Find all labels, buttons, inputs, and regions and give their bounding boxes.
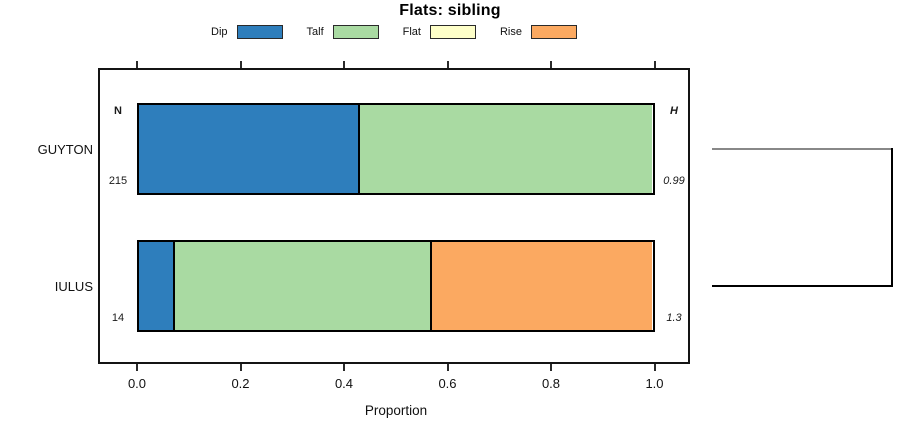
legend-label: Dip — [211, 26, 228, 38]
h-value-iulus: 1.3 — [666, 312, 682, 324]
axis-tick-bottom — [239, 364, 242, 371]
axis-tick-label: 1.0 — [645, 376, 664, 391]
axis-tick-bottom — [653, 364, 656, 371]
bar-guyton — [137, 103, 655, 195]
x-axis-title: Proportion — [364, 403, 428, 418]
axis-tick-label: 0.8 — [541, 376, 561, 391]
axis-tick-top — [550, 61, 552, 68]
axis-tick-label: 0.2 — [231, 376, 250, 391]
bar-iulus — [137, 240, 655, 332]
bar-segment-dip — [139, 242, 175, 330]
h-column-header: H — [670, 105, 678, 117]
dendrogram-branch-bottom — [712, 285, 893, 287]
bar-segment-rise — [431, 242, 653, 330]
legend-swatch-rise — [531, 25, 577, 39]
legend-item-dip: Dip — [211, 25, 283, 39]
legend-swatch-dip — [236, 25, 283, 39]
axis-tick-top — [239, 61, 242, 68]
n-value-guyton: 215 — [108, 175, 128, 187]
axis-tick-bottom — [136, 364, 138, 371]
dendrogram-merge-line — [891, 148, 893, 287]
n-column-header: N — [114, 105, 122, 117]
row-label-iulus: IULUS — [54, 278, 93, 294]
axis-tick-bottom — [343, 364, 345, 371]
axis-tick-top — [446, 61, 449, 68]
legend-item-flat: Flat — [403, 25, 476, 39]
axis-tick-bottom — [550, 364, 552, 371]
axis-tick-bottom — [446, 364, 449, 371]
axis-tick-top — [343, 61, 345, 68]
dendrogram-branch-top — [712, 148, 893, 150]
legend-item-rise: Rise — [500, 25, 577, 39]
legend-swatch-talf — [332, 25, 379, 39]
legend-label: Flat — [402, 26, 421, 38]
legend-item-talf: Talf — [307, 25, 379, 39]
bar-segment-dip — [139, 105, 360, 193]
axis-tick-top — [136, 61, 138, 68]
bar-segment-talf — [359, 105, 653, 193]
h-value-guyton: 0.99 — [663, 175, 685, 187]
legend: Dip Talf Flat Rise — [98, 25, 690, 39]
axis-tick-top — [653, 61, 656, 68]
legend-label: Talf — [306, 26, 324, 38]
row-label-guyton: GUYTON — [37, 141, 93, 157]
chart-title: Flats: sibling — [399, 2, 501, 19]
axis-tick-label: 0.6 — [438, 376, 457, 391]
legend-label: Rise — [499, 26, 522, 38]
legend-swatch-flat — [429, 25, 476, 39]
n-value-iulus: 14 — [111, 312, 125, 324]
axis-tick-label: 0.0 — [127, 376, 147, 391]
bar-segment-talf — [174, 242, 432, 330]
axis-tick-label: 0.4 — [334, 376, 354, 391]
